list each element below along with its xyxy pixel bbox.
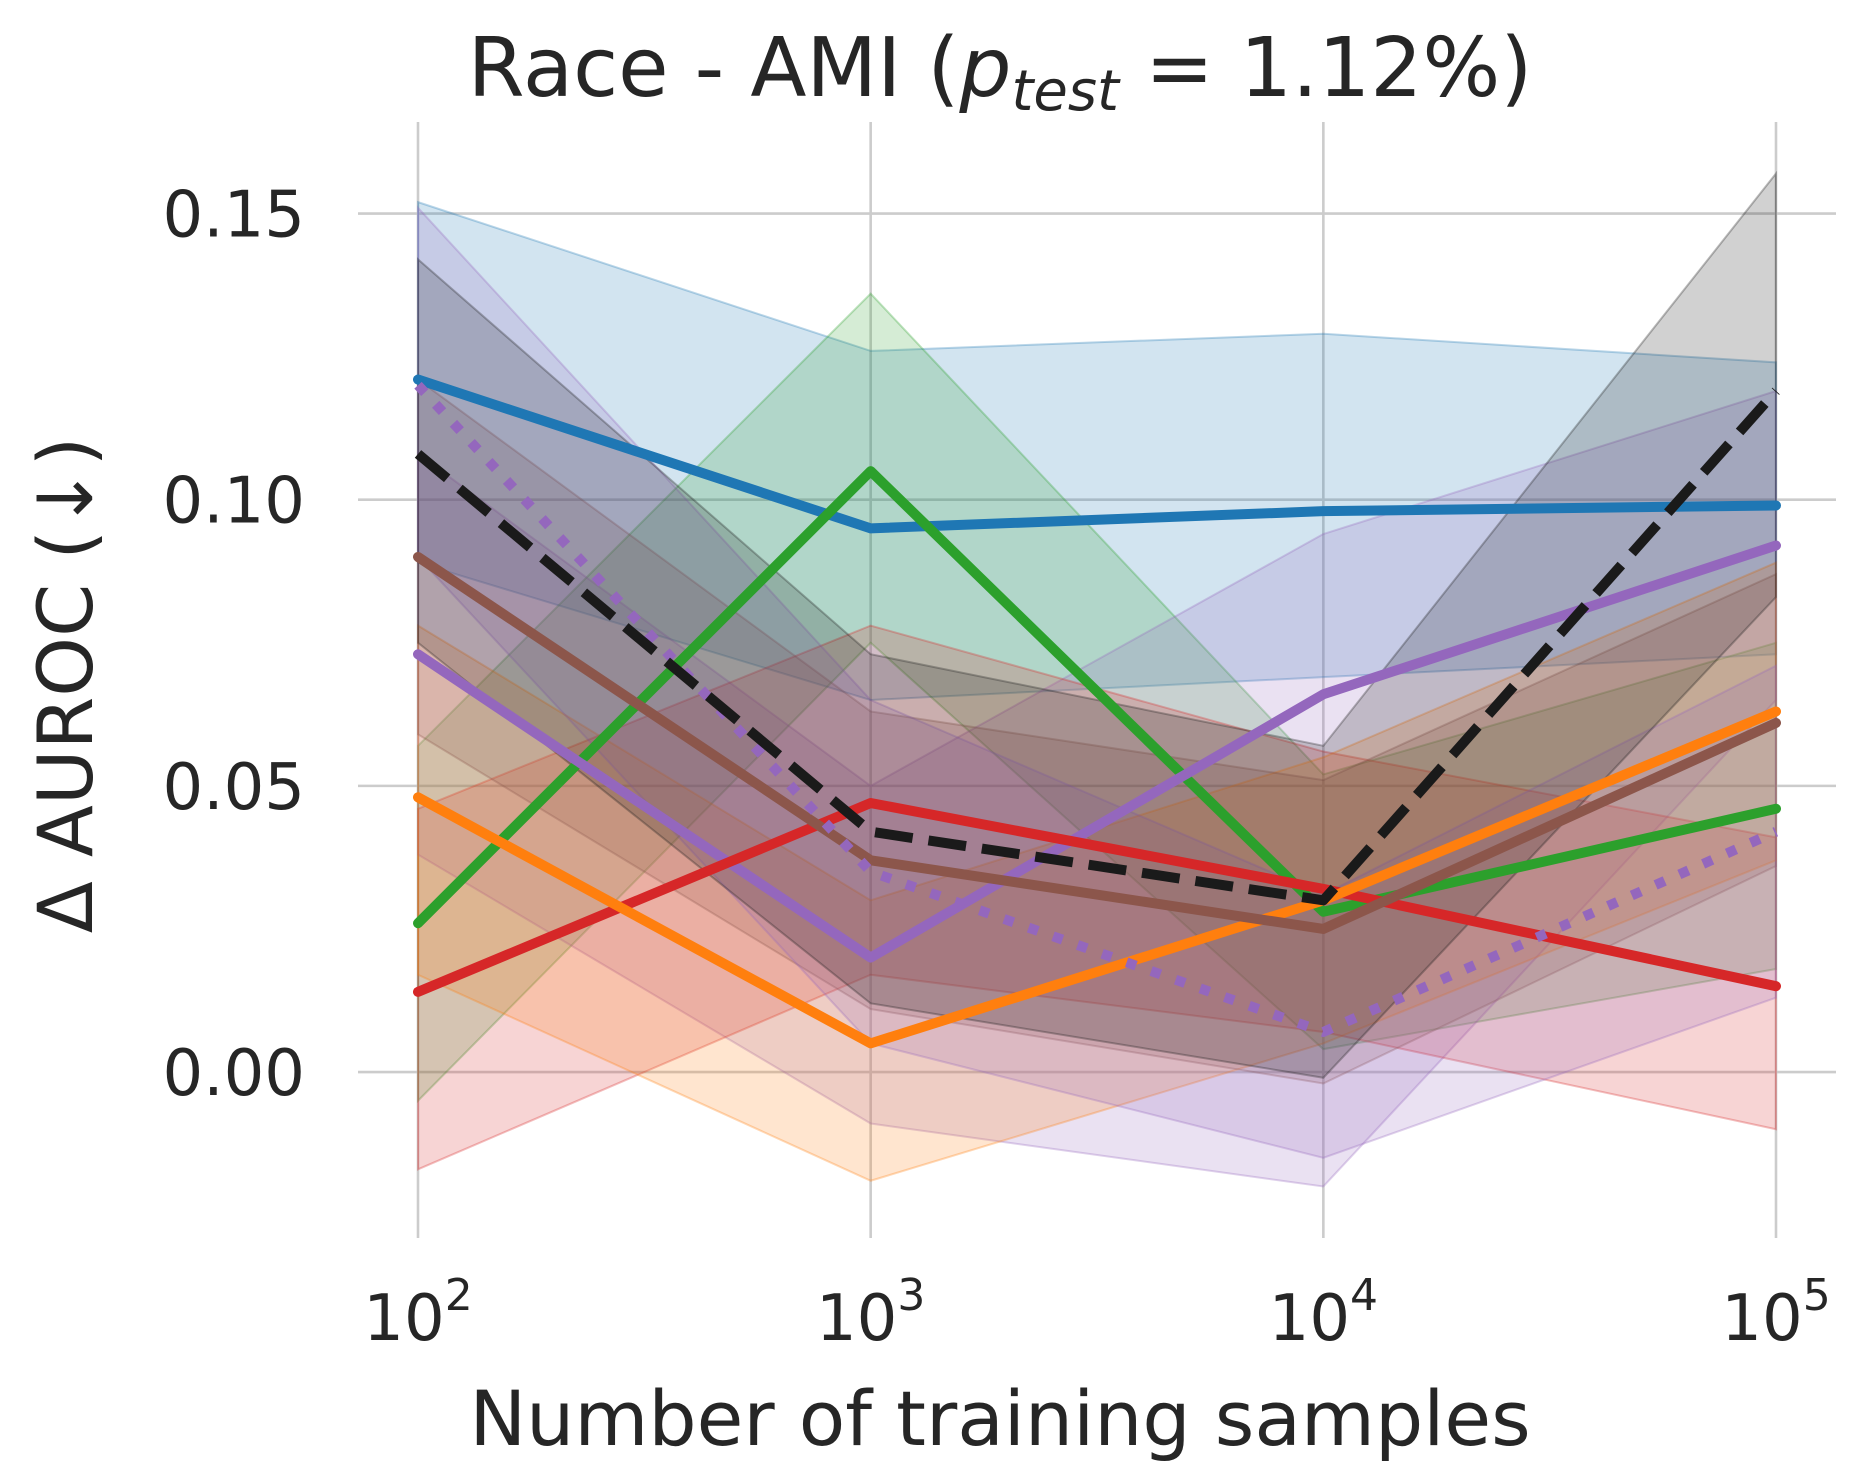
x-tick-label-1: 103 [816, 1270, 925, 1356]
x-tick-label-3: 105 [1721, 1270, 1830, 1356]
title-math-sub: test [1011, 59, 1121, 124]
x-tick-label-2: 104 [1269, 1270, 1378, 1356]
band-orange [417, 561, 1777, 1182]
y-tick-label-3: 0.15 [163, 179, 306, 253]
x-axis-label: Number of training samples [469, 1374, 1530, 1463]
y-tick-labels: 0.00 0.05 0.10 0.15 [163, 179, 306, 1111]
band-blue [417, 200, 1777, 702]
band-brown [417, 377, 1777, 1085]
line-brown [413, 551, 1781, 934]
line-red [413, 798, 1781, 997]
confidence-bands [417, 170, 1777, 1188]
title-math-rest: = 1.12% [1119, 21, 1500, 116]
title-suffix: ) [1500, 21, 1532, 116]
line-green [413, 466, 1781, 929]
title-prefix: Race - AMI ( [468, 21, 960, 116]
title-math-var: p [958, 21, 1011, 116]
line-black-dashed [414, 387, 1780, 906]
band-purple-dotted [417, 205, 1777, 1159]
grid [358, 122, 1836, 1238]
series-lines [413, 374, 1781, 1049]
y-axis-label: Δ AUROC (↓) [21, 437, 110, 934]
y-tick-label-0: 0.00 [163, 1037, 306, 1111]
y-tick-label-1: 0.05 [163, 751, 306, 825]
line-orange [413, 706, 1781, 1049]
chart-title: Race - AMI (ptest = 1.12%) [468, 21, 1533, 124]
band-purple [417, 389, 1777, 1188]
y-tick-label-2: 0.10 [163, 465, 306, 539]
x-tick-label-0: 102 [363, 1270, 472, 1356]
line-purple [413, 540, 1781, 963]
line-blue [413, 374, 1781, 534]
x-tick-labels: 102 103 104 105 [363, 1270, 1830, 1356]
